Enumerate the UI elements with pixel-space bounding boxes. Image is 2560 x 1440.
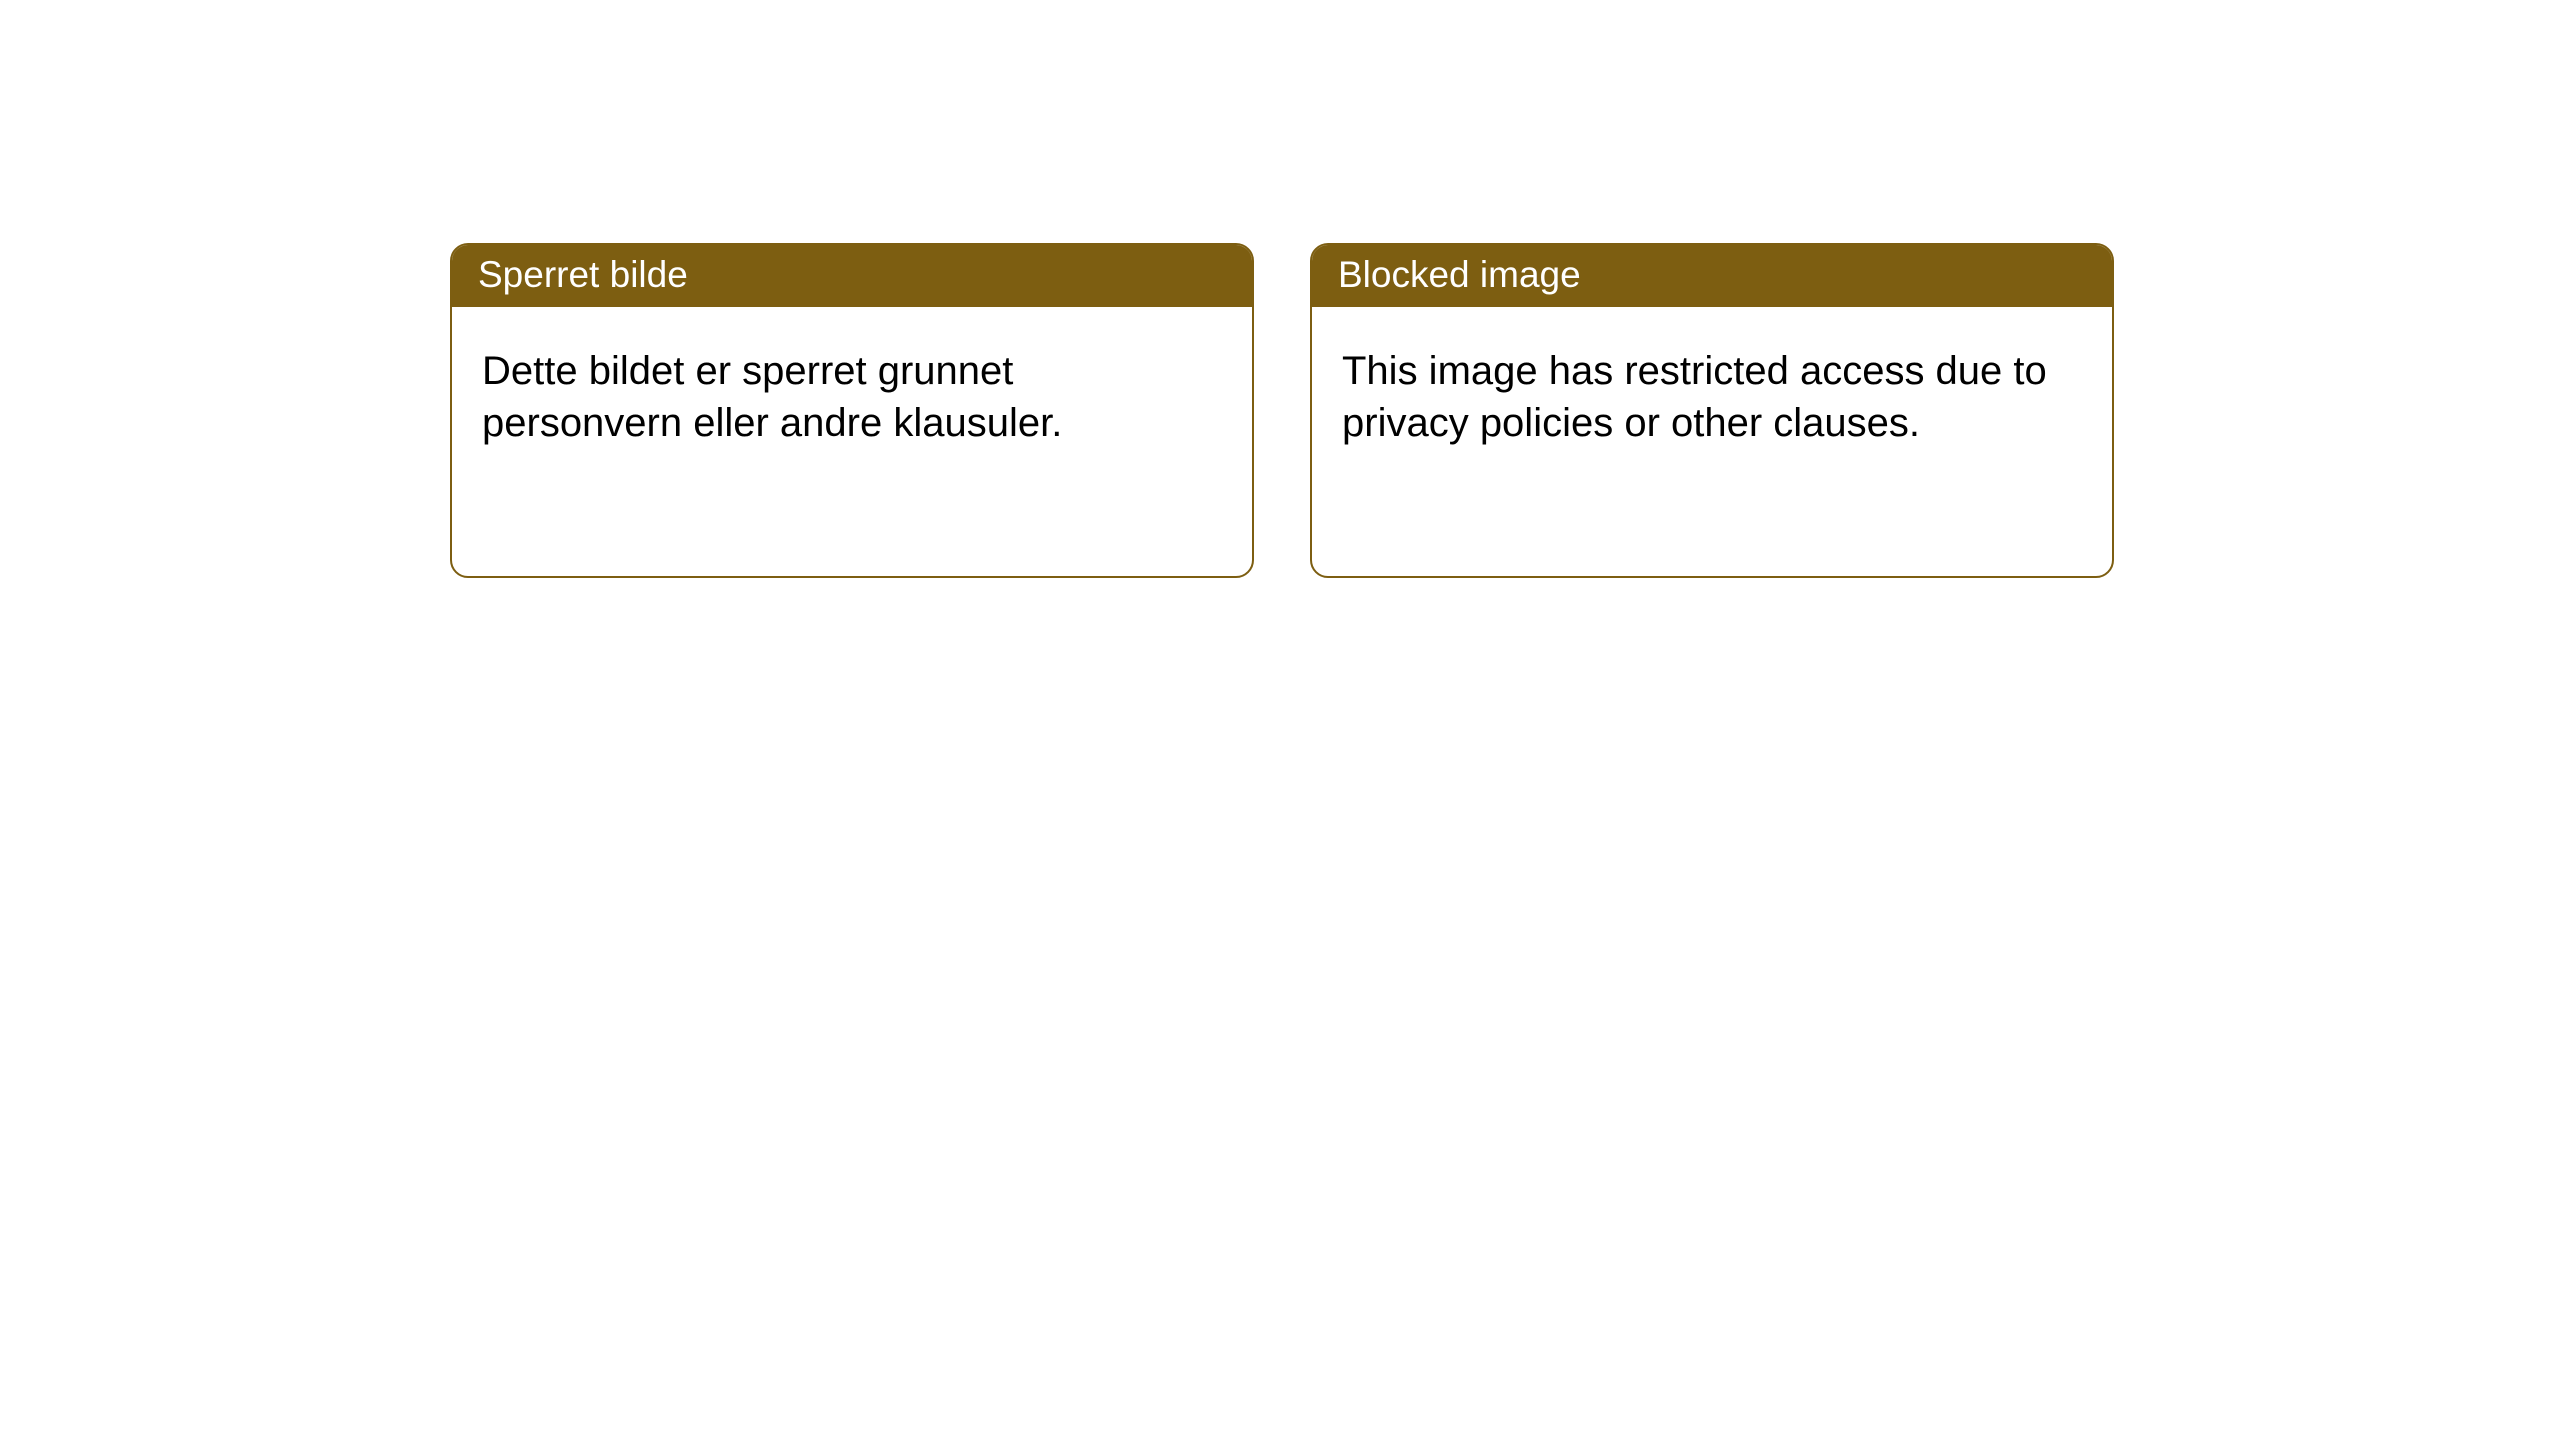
notice-header: Sperret bilde bbox=[452, 245, 1252, 307]
notice-header: Blocked image bbox=[1312, 245, 2112, 307]
notice-card-norwegian: Sperret bilde Dette bildet er sperret gr… bbox=[450, 243, 1254, 578]
notice-body: This image has restricted access due to … bbox=[1312, 307, 2112, 479]
notice-container: Sperret bilde Dette bildet er sperret gr… bbox=[0, 0, 2560, 578]
notice-body: Dette bildet er sperret grunnet personve… bbox=[452, 307, 1252, 479]
notice-card-english: Blocked image This image has restricted … bbox=[1310, 243, 2114, 578]
